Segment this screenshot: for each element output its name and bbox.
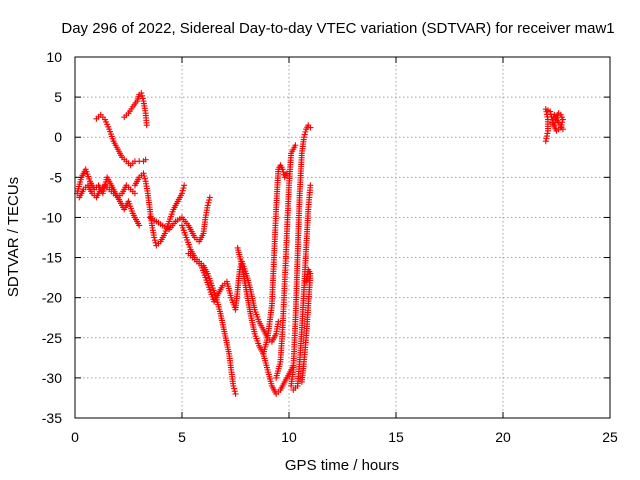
data-point xyxy=(138,90,145,97)
data-point xyxy=(559,116,566,123)
data-point-fill xyxy=(205,199,212,206)
data-point xyxy=(283,170,290,177)
x-tick-label: 25 xyxy=(602,429,618,445)
x-tick-label: 15 xyxy=(388,429,404,445)
data-point-fill xyxy=(301,131,308,138)
data-point xyxy=(140,170,147,177)
y-tick-label: -5 xyxy=(50,169,63,185)
data-points xyxy=(74,90,566,397)
data-point-fill xyxy=(152,239,159,246)
data-point xyxy=(151,234,158,241)
data-point-fill xyxy=(549,117,556,124)
y-tick-label: 0 xyxy=(54,129,62,145)
y-tick-label: -15 xyxy=(42,250,62,266)
x-tick-label: 10 xyxy=(281,429,297,445)
data-point xyxy=(307,182,314,189)
grid-lines xyxy=(75,57,610,418)
chart-title: Day 296 of 2022, Sidereal Day-to-day VTE… xyxy=(61,20,614,37)
data-point-fill xyxy=(151,237,158,244)
data-point xyxy=(547,108,554,115)
y-tick-label: -20 xyxy=(42,290,62,306)
data-point xyxy=(206,194,213,201)
x-axis-label: GPS time / hours xyxy=(285,457,399,474)
y-tick-label: -35 xyxy=(42,410,62,426)
data-point xyxy=(143,122,150,129)
y-tick-label: 10 xyxy=(46,49,62,65)
data-point-fill xyxy=(231,385,238,392)
data-point xyxy=(275,318,282,325)
y-tick-label: 5 xyxy=(54,89,62,105)
data-point-fill xyxy=(302,128,309,135)
data-point-fill xyxy=(280,168,287,175)
axis-ticks: 0 5 10 15 20 25 10 5 0 -5 -10 -15 -20 -25 -30 -35 xyxy=(42,49,618,445)
y-tick-label: -10 xyxy=(42,209,62,225)
data-point xyxy=(307,124,314,131)
data-point xyxy=(292,142,299,149)
y-axis-label: SDTVAR / TECUs xyxy=(5,177,22,297)
data-point-fill xyxy=(141,172,148,179)
data-point xyxy=(181,182,188,189)
data-point-fill xyxy=(231,388,238,395)
data-point xyxy=(179,190,185,197)
data-point xyxy=(136,222,143,229)
x-tick-label: 20 xyxy=(495,429,511,445)
data-point-fill xyxy=(139,95,146,102)
data-point xyxy=(300,134,307,141)
data-point-fill xyxy=(141,175,148,182)
x-tick-label: 0 xyxy=(71,429,79,445)
data-point xyxy=(279,166,286,173)
data-point xyxy=(549,119,556,126)
data-point xyxy=(142,156,149,163)
data-point xyxy=(303,278,310,285)
plot-frame xyxy=(74,56,611,419)
x-tick-label: 5 xyxy=(178,429,186,445)
data-point-fill xyxy=(179,187,186,194)
data-point xyxy=(131,190,138,197)
data-point-fill xyxy=(180,185,187,192)
data-point-fill xyxy=(206,197,213,204)
data-point xyxy=(232,390,239,397)
data-point xyxy=(204,202,211,209)
data-point xyxy=(230,382,237,389)
data-point xyxy=(559,126,566,133)
y-tick-label: -25 xyxy=(42,330,62,346)
data-point-fill xyxy=(139,92,146,99)
y-tick-label: -30 xyxy=(42,370,62,386)
